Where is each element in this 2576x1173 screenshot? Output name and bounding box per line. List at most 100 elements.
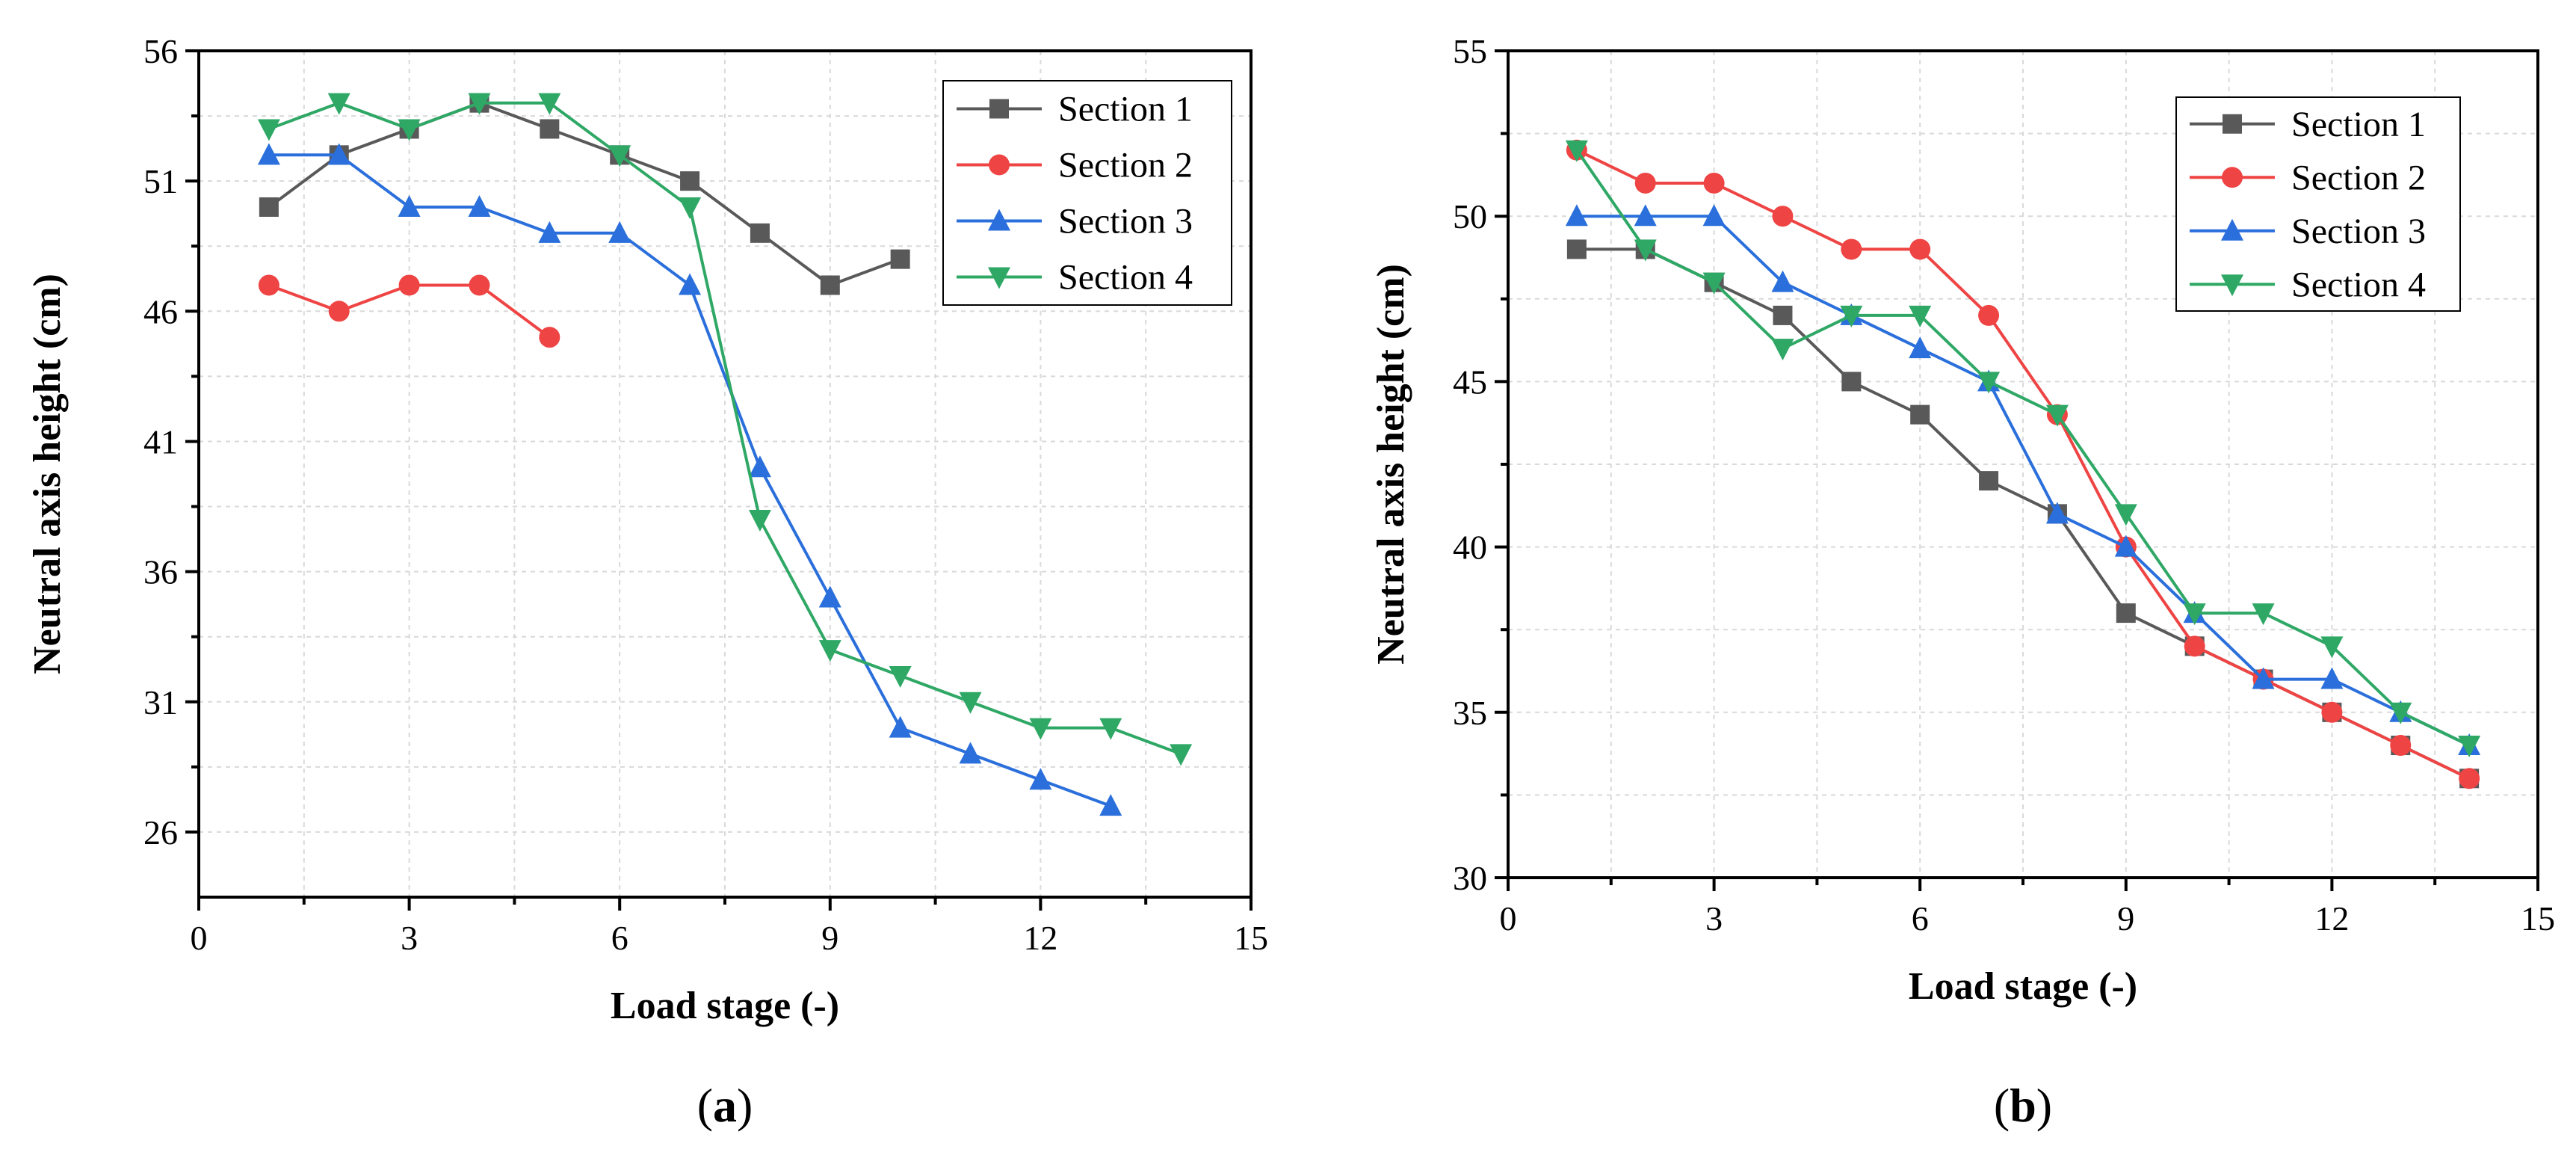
- y-tick-label: 36: [143, 553, 178, 591]
- y-tick-label: 51: [143, 162, 178, 200]
- data-point: [1909, 305, 1932, 327]
- data-point: [1099, 718, 1122, 740]
- data-point: [398, 119, 421, 141]
- data-point: [538, 221, 561, 243]
- y-tick-label: 45: [1453, 363, 1487, 401]
- data-point: [1772, 206, 1794, 227]
- series-line: [1576, 148, 2470, 781]
- x-tick-label: 9: [821, 919, 838, 957]
- data-point: [2045, 502, 2069, 524]
- data-point: [257, 119, 280, 141]
- y-tick-label: 31: [143, 683, 178, 721]
- data-point: [2114, 504, 2137, 526]
- data-point: [679, 273, 702, 295]
- data-point: [818, 585, 841, 608]
- data-point: [539, 327, 560, 348]
- y-axis: 26 31 36 41 46 51 56: [143, 32, 199, 852]
- data-point: [258, 274, 279, 296]
- x-axis: 0 3 6 9 12 15: [191, 897, 1268, 957]
- chart-b: 0 3 6 9 12 15 30 35 40 45 50 55 Load stage (-) Neutra…: [1370, 32, 2555, 1132]
- legend-marker: [988, 267, 1010, 289]
- data-point: [540, 119, 560, 139]
- data-point: [2390, 735, 2412, 757]
- series-line: [268, 101, 901, 287]
- series-3: [257, 143, 1122, 816]
- data-point: [398, 274, 420, 296]
- y-axis-label: Neutral axis height (cm): [26, 274, 69, 674]
- data-point: [959, 692, 982, 714]
- data-point: [398, 194, 421, 217]
- data-point: [1702, 204, 1726, 227]
- legend-label: Section 4: [1058, 258, 1193, 298]
- x-tick-label: 3: [401, 919, 418, 957]
- panel-label-open: (: [1994, 1079, 2010, 1132]
- data-point: [468, 194, 491, 217]
- series-line: [268, 101, 1182, 756]
- y-tick-label: 41: [143, 422, 178, 461]
- x-tick-label: 3: [1705, 899, 1723, 938]
- data-point: [1702, 272, 1726, 295]
- legend: Section 1 Section 2 Section 3 Section 4: [2175, 96, 2461, 312]
- legend-marker: [989, 99, 1009, 119]
- x-axis-label: Load stage (-): [611, 985, 839, 1027]
- data-point: [1771, 270, 1794, 292]
- x-tick-label: 12: [2314, 899, 2349, 938]
- y-tick-label: 40: [1453, 529, 1487, 567]
- data-point: [2116, 603, 2136, 624]
- legend: Section 1 Section 2 Section 3 Section 4: [942, 80, 1232, 306]
- x-tick-label: 0: [191, 919, 208, 957]
- data-point: [1977, 372, 2001, 394]
- y-axis-label: Neutral axis height (cm): [1370, 264, 1412, 665]
- data-point: [890, 249, 910, 269]
- legend-label: Section 1: [2291, 105, 2426, 144]
- data-point: [2320, 636, 2344, 659]
- y-axis: 30 35 40 45 50 55: [1453, 32, 1508, 897]
- data-point: [1029, 718, 1052, 740]
- data-point: [2389, 702, 2412, 724]
- x-tick-label: 0: [1500, 899, 1517, 938]
- legend-marker: [2222, 167, 2243, 188]
- data-point: [1979, 471, 1999, 491]
- panel-label: (a): [697, 1079, 753, 1132]
- series-2: [258, 274, 560, 348]
- y-tick-label: 30: [1453, 859, 1487, 897]
- data-point: [2183, 603, 2206, 626]
- gridlines: [199, 51, 1251, 897]
- data-point: [959, 742, 982, 764]
- data-point: [889, 665, 912, 688]
- panel-label-close: ): [2036, 1079, 2052, 1132]
- data-point: [1909, 336, 1932, 359]
- data-point: [2114, 535, 2137, 557]
- series-4: [1565, 140, 2481, 758]
- data-point: [1566, 239, 1587, 259]
- x-tick-label: 6: [611, 919, 628, 957]
- data-point: [328, 301, 350, 322]
- data-point: [1029, 768, 1052, 790]
- data-point: [608, 221, 631, 243]
- legend-label: Section 2: [1058, 146, 1193, 185]
- legend-label: Section 3: [1058, 202, 1193, 241]
- legend-label: Section 2: [2291, 158, 2426, 197]
- legend-marker: [988, 209, 1010, 231]
- legend-marker: [2221, 218, 2243, 241]
- data-point: [748, 509, 771, 532]
- legend-label: Section 1: [1058, 90, 1193, 129]
- series-3: [1565, 204, 2481, 756]
- data-point: [748, 455, 771, 478]
- data-point: [1841, 238, 1862, 260]
- y-tick-label: 55: [1453, 32, 1487, 70]
- x-tick-label: 15: [1234, 919, 1268, 957]
- data-point: [1841, 372, 1862, 392]
- panel-label-open: (: [697, 1079, 713, 1132]
- series-4: [257, 93, 1193, 766]
- x-tick-label: 12: [1023, 919, 1057, 957]
- y-tick-label: 35: [1453, 694, 1487, 732]
- legend-label: Section 3: [2291, 212, 2426, 251]
- data-point: [2320, 667, 2344, 689]
- series-1: [259, 93, 910, 295]
- x-tick-label: 15: [2521, 899, 2555, 938]
- legend-marker: [2221, 274, 2243, 297]
- data-point: [820, 275, 840, 295]
